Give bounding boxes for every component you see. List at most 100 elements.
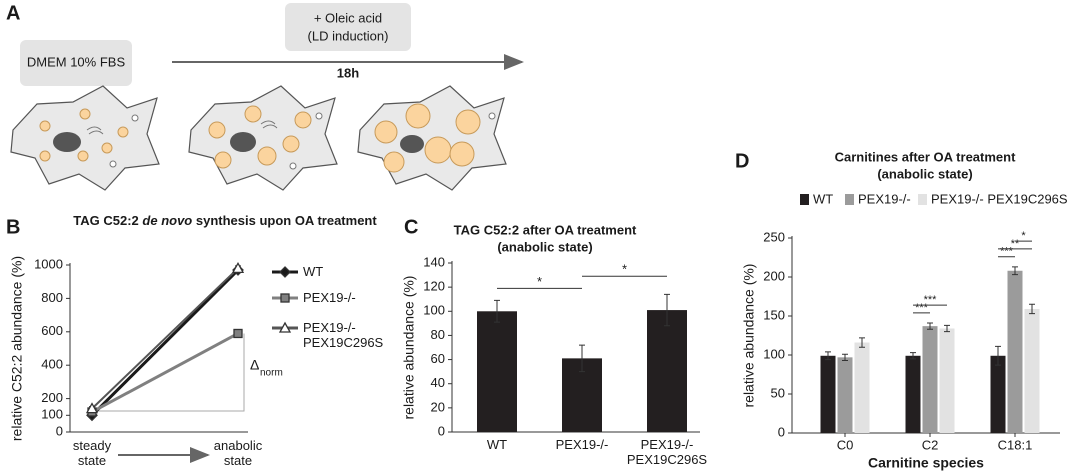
y-tick-label: 0 [56,423,63,438]
significance-label: ** [1011,238,1020,250]
delta-subscript: norm [260,368,283,379]
y-tick-label: 40 [431,375,445,390]
point [85,402,99,414]
significance-label: * [622,262,627,277]
cell [357,85,507,191]
bar [477,311,517,432]
significance-label: * [537,274,542,289]
y-tick-label: 0 [778,424,785,439]
x-axis-label: Carnitine species [868,455,984,471]
chart-title: TAG C52:2 de novo synthesis upon OA trea… [73,213,377,228]
y-tick-label: 100 [763,346,785,361]
y-tick-label: 200 [41,390,63,405]
bar [820,355,836,433]
error-bar [927,322,933,330]
chart-title: TAG C52:2 after OA treatment [454,222,637,237]
bar [922,326,938,433]
error-bar [579,344,585,373]
y-tick-label: 100 [41,407,63,422]
y-tick-label: 80 [431,327,445,342]
legend-marker [280,293,290,303]
bar [1007,270,1023,433]
series-line [90,268,240,417]
error-bar [1029,303,1035,315]
medium-text: DMEM 10% FBS [27,54,126,69]
y-tick-label: 100 [423,303,445,318]
delta-annotation: Δ [250,357,259,373]
legend-label: PEX19-/- [303,290,356,305]
x-tick-label: PEX19-/- [555,437,609,452]
treatment-text: + Oleic acid [314,10,382,25]
legend-label-box: PEX19-/- [303,290,356,305]
y-tick-label: 800 [41,290,63,305]
title-part: TAG C52:2 [73,213,142,228]
panel-label: A [6,2,20,24]
x-tick-label-box: PEX19-/- PEX19C296S [626,437,708,467]
panel-label: B [6,216,20,238]
y-tick-label: 250 [763,229,785,244]
legend-swatch [845,194,854,205]
chart-title: (anabolic state) [497,239,592,254]
point [233,328,243,339]
y-tick-label: 1000 [34,256,63,271]
treatment-note: (LD induction) [308,28,389,43]
y-tick-label: 0 [438,423,445,438]
cell [10,85,160,191]
error-bar [664,293,670,327]
legend-label-box: PEX19-/- PEX19C296S [303,320,384,350]
panel-a: A DMEM 10% FBS + Oleic acid (LD inductio… [6,2,524,191]
significance-label: *** [924,294,938,306]
error-bar [494,299,500,323]
y-tick-label: 600 [41,323,63,338]
legend-marker [279,266,291,278]
error-bar [910,352,916,360]
legend-label: PEX19-/- [858,191,911,206]
error-bar [1012,266,1018,276]
cell [188,85,338,191]
x-tick-label-box: WT [486,437,508,452]
x-tick-label: anabolic state [213,438,263,468]
y-tick-label: 400 [41,357,63,372]
x-tick-label: WT [486,437,508,452]
legend-swatch [800,194,809,205]
x-tick-label: steady state [72,438,112,468]
x-tick-label-box: anabolic state [213,438,263,468]
legend-label: PEX19-/- PEX19C296S [303,320,384,350]
error-bar [944,324,950,333]
y-tick-label: 200 [763,268,785,283]
duration: 18h [337,65,359,80]
bar [647,310,687,432]
y-tick-label: 150 [763,307,785,322]
error-bar [859,337,865,348]
panel-label: C [404,216,418,238]
x-tick-label-box: PEX19-/- [555,437,609,452]
x-tick-label: C18:1 [998,437,1033,452]
title-part: synthesis upon OA treatment [192,213,377,228]
panel-label: D [735,150,749,172]
bar [905,355,921,433]
error-bar [842,353,848,361]
y-axis-label: relative abundance (%) [741,264,757,408]
error-bar [825,351,831,361]
legend-marker [278,321,292,333]
legend-label: WT [303,264,324,279]
x-tick-label-box: steady state [72,438,112,468]
x-tick-label: PEX19-/- PEX19C296S [626,437,708,467]
bar [939,328,955,433]
bar [1024,308,1040,433]
y-tick-label: 140 [423,254,445,269]
legend-label: PEX19-/- PEX19C296S [931,191,1068,206]
chart-title: (anabolic state) [877,166,972,181]
error-bar [995,345,1001,366]
series-line [91,332,239,414]
treatment-box [285,3,411,51]
title-part: de novo [142,213,192,228]
bar [990,355,1006,433]
y-tick-label: 20 [431,399,445,414]
bar [854,342,870,433]
y-tick-label: 60 [431,351,445,366]
series-line [91,267,239,410]
x-tick-label: C2 [922,437,939,452]
